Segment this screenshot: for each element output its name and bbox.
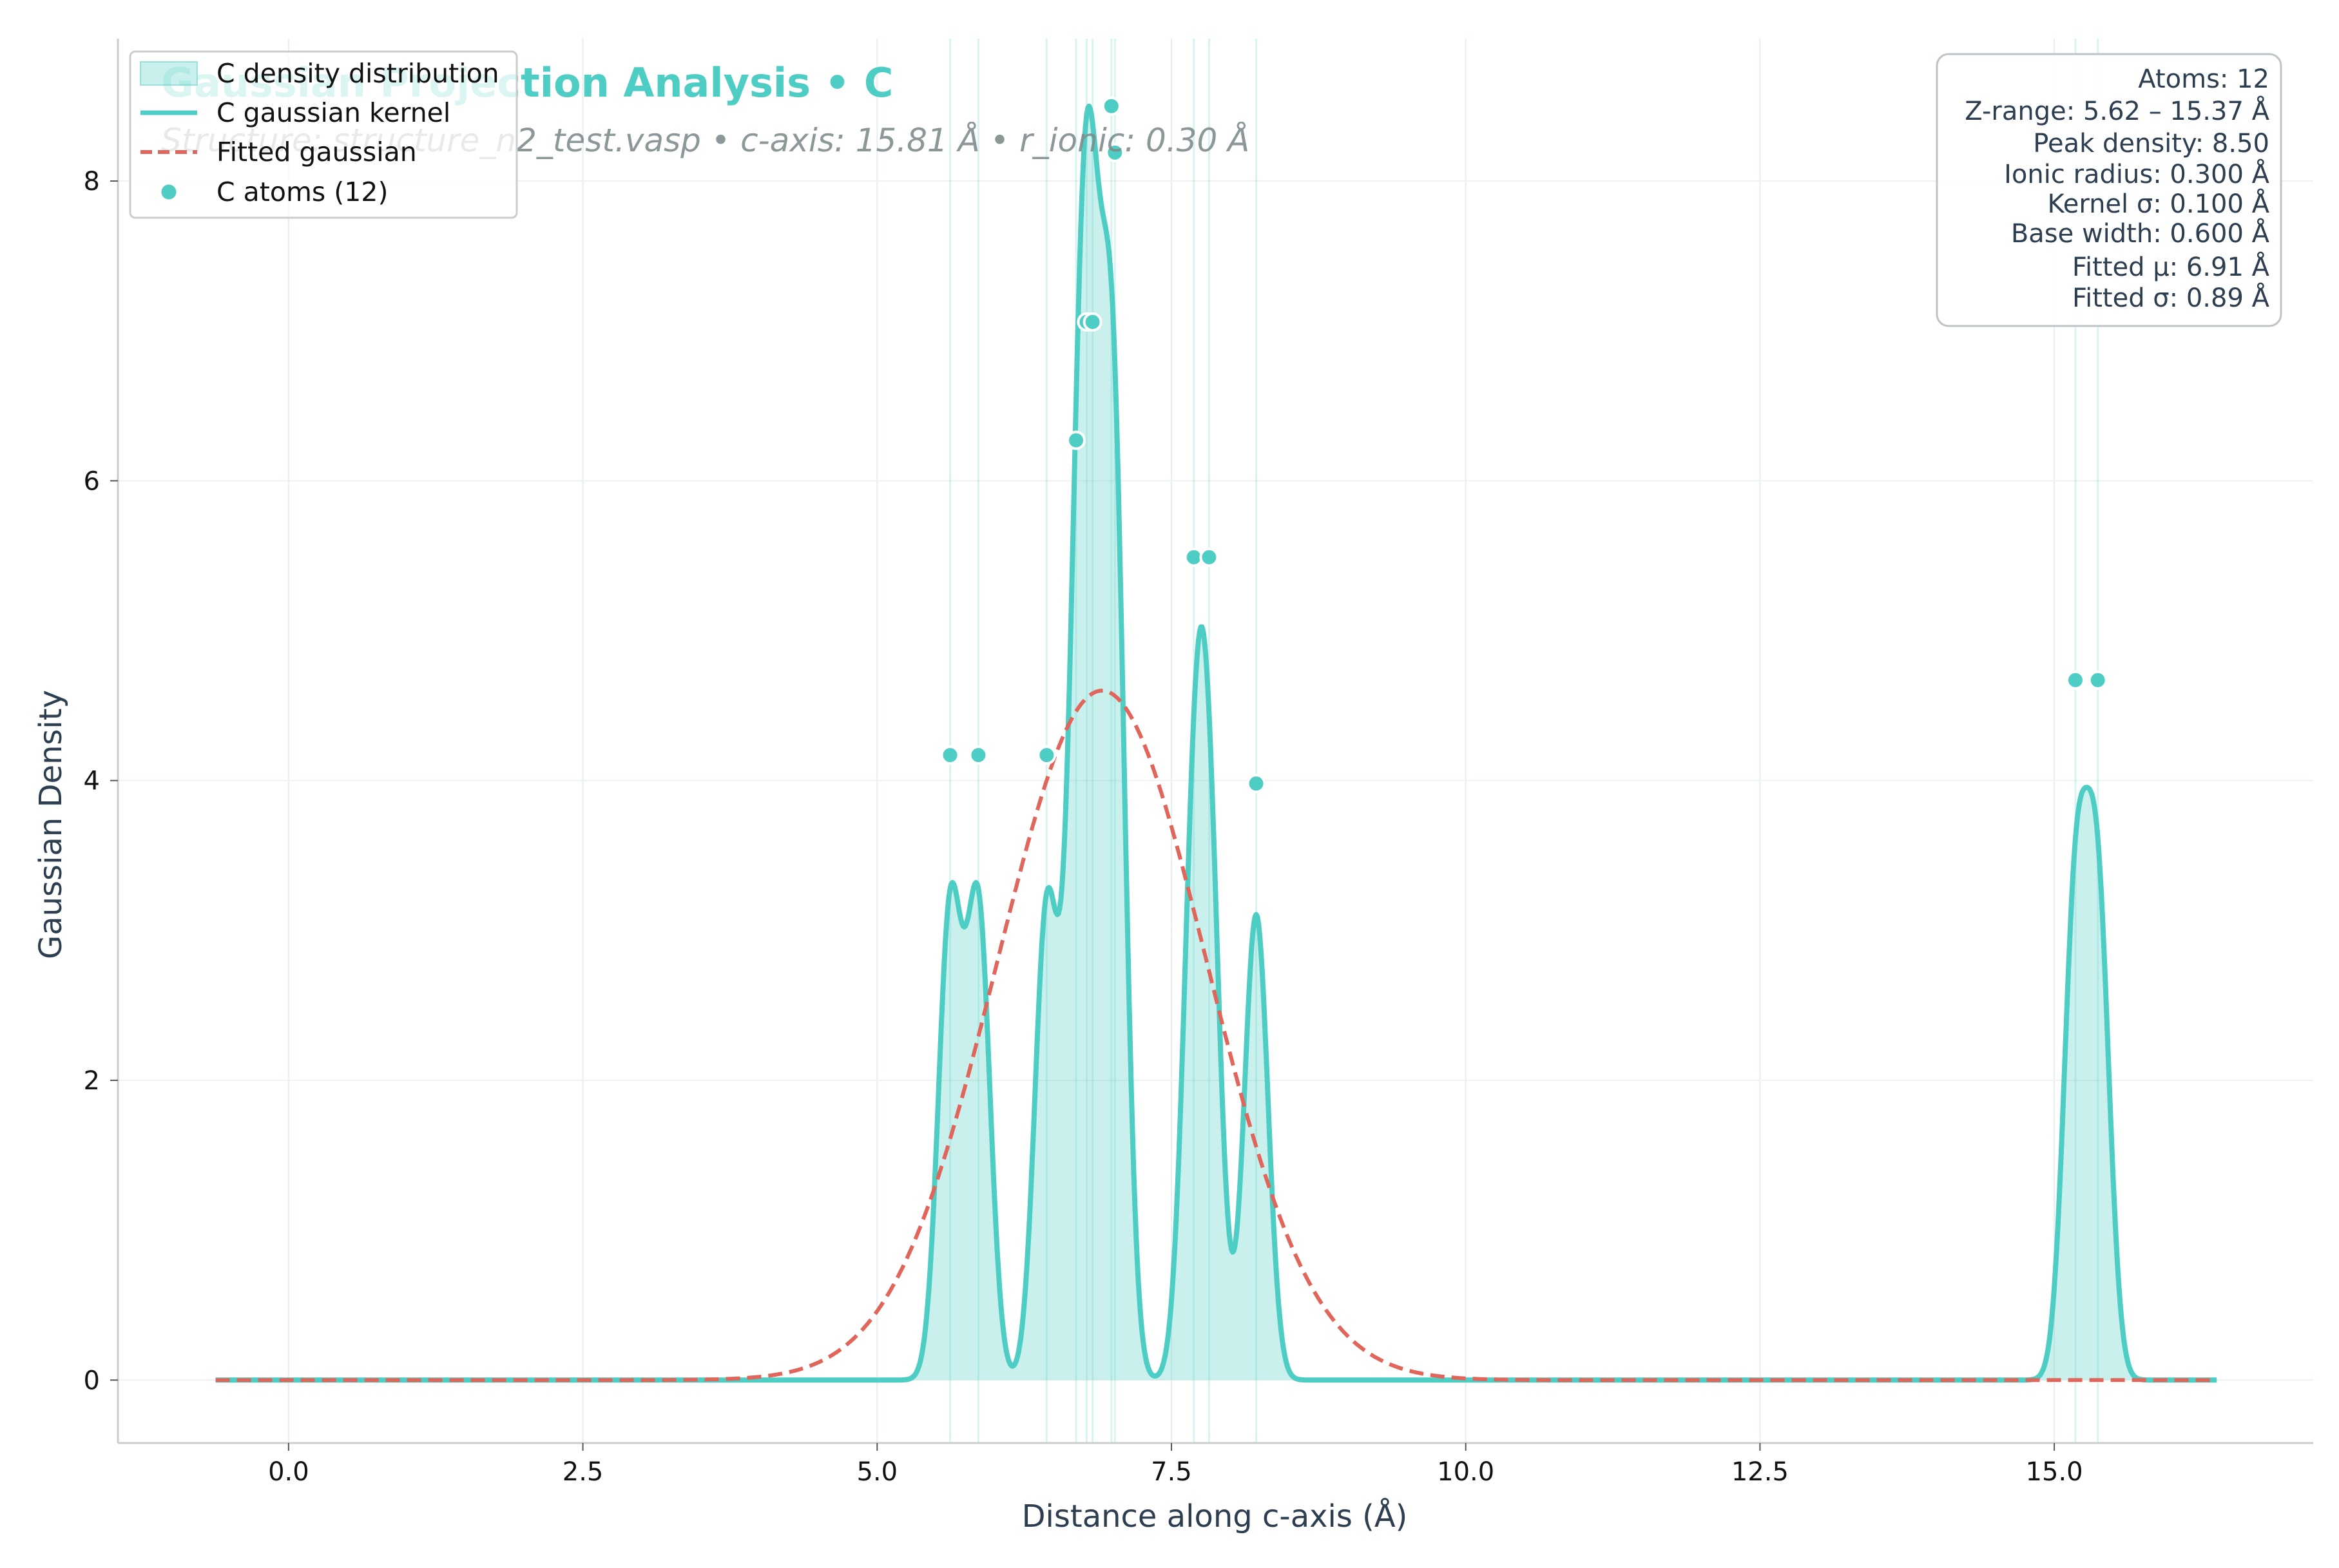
x-axis-label: Distance along c-axis (Å) (1022, 1498, 1408, 1535)
atom-marker (1037, 745, 1057, 765)
x-tick-label: 12.5 (1731, 1457, 1789, 1487)
y-tick-label: 8 (84, 167, 100, 196)
x-tick-label: 0.0 (268, 1457, 309, 1487)
atom-marker (2088, 670, 2108, 690)
stats-line-fitted-sigma: Fitted σ: 0.89 Å (2072, 282, 2270, 313)
legend: C density distribution C gaussian kernel… (129, 50, 518, 219)
x-tick-label: 7.5 (1151, 1457, 1192, 1487)
atom-marker (1101, 96, 1121, 116)
stats-line-kernel-sigma: Kernel σ: 0.100 Å (2047, 188, 2269, 219)
legend-item-kernel: C gaussian kernel (140, 97, 450, 128)
atom-marker (1246, 774, 1266, 794)
legend-label: C atoms (12) (217, 177, 388, 207)
axes (117, 39, 2313, 1444)
y-tick-label: 4 (84, 767, 100, 796)
x-tick-label: 10.0 (1437, 1457, 1494, 1487)
y-tick-label: 6 (84, 466, 100, 496)
atom-marker (1083, 312, 1102, 332)
stats-line-ionic-radius: Ionic radius: 0.300 Å (2004, 158, 2270, 189)
y-tick-label: 2 (84, 1066, 100, 1096)
legend-item-fitted: Fitted gaussian (140, 137, 417, 167)
atom-markers (940, 96, 2108, 794)
x-tick-label: 5.0 (856, 1457, 898, 1487)
atom-marker (2065, 670, 2085, 690)
fitted-gaussian-line (215, 689, 2217, 1382)
y-tick-label: 0 (84, 1366, 100, 1395)
stats-line-peak-density: Peak density: 8.50 (2033, 129, 2269, 158)
atom-marker (968, 745, 988, 765)
x-tick-label: 2.5 (563, 1457, 604, 1487)
stats-line-base-width: Base width: 0.600 Å (2011, 218, 2270, 249)
stats-box-frame (1936, 53, 2282, 327)
atom-marker (1105, 142, 1125, 162)
legend-label: C density distribution (217, 58, 499, 89)
legend-frame (129, 50, 518, 219)
legend-marker-swatch (159, 182, 178, 202)
density-fill-area (215, 106, 2217, 1381)
y-ticks: 0 2 4 6 8 (84, 167, 118, 1395)
stats-box: Atoms: 12 Z-range: 5.62 – 15.37 Å Peak d… (1936, 53, 2282, 327)
stats-line-fitted-mu: Fitted μ: 6.91 Å (2072, 251, 2270, 282)
legend-item-density: C density distribution (140, 58, 499, 89)
x-ticks: 0.0 2.5 5.0 7.5 10.0 12.5 15.0 (268, 1443, 2083, 1487)
legend-label: C gaussian kernel (217, 97, 450, 128)
legend-item-atoms: C atoms (12) (159, 177, 388, 207)
atom-marker (1199, 547, 1219, 567)
x-tick-label: 15.0 (2026, 1457, 2083, 1487)
legend-fill-swatch (140, 61, 198, 86)
legend-label: Fitted gaussian (217, 137, 417, 167)
stats-line-z-range: Z-range: 5.62 – 15.37 Å (1965, 95, 2269, 126)
y-axis-label: Gaussian Density (33, 690, 69, 959)
atom-guide-lines (949, 39, 2099, 1443)
atom-marker (940, 745, 960, 765)
series (214, 103, 2219, 1383)
atom-marker (1066, 430, 1086, 450)
stats-line-atoms: Atoms: 12 (2138, 64, 2269, 94)
